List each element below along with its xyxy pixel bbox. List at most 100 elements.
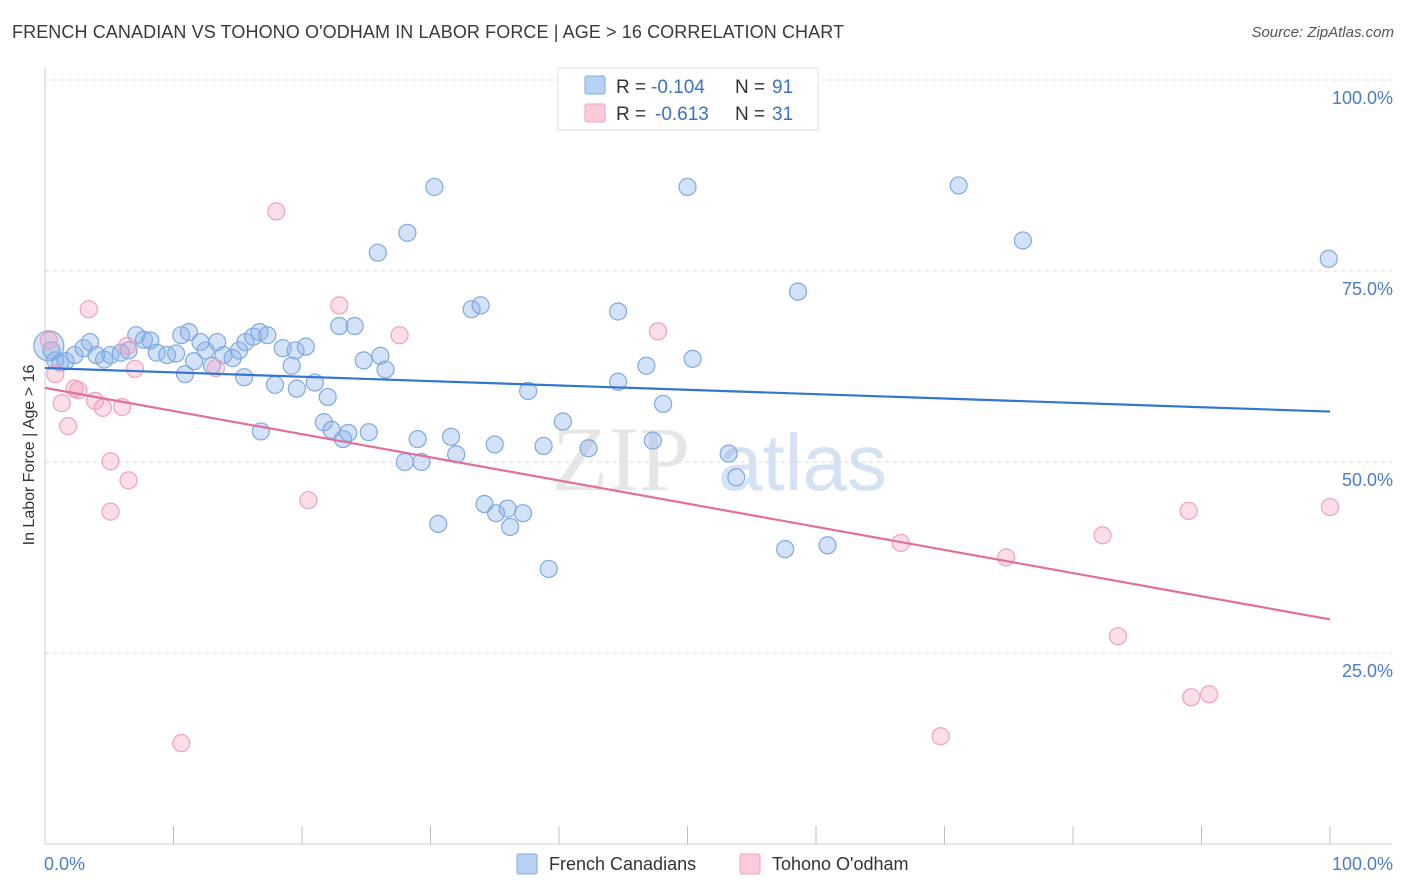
- legend-n-label-2: N =: [735, 104, 765, 125]
- french-canadians-point: [282, 356, 301, 375]
- tohono-oodham-point: [997, 548, 1016, 567]
- french-canadians-point: [719, 444, 738, 463]
- french-canadians-point: [166, 344, 186, 363]
- french-canadians-point: [949, 176, 968, 195]
- french-canadians-point: [134, 330, 154, 349]
- tohono-oodham-point: [1320, 497, 1340, 517]
- series-tohono-oodham: [39, 202, 1340, 753]
- french-canadians-point: [408, 429, 427, 449]
- x-tick-label: 0.0%: [44, 854, 85, 874]
- french-canadians-point: [286, 341, 305, 360]
- y-tick-label: 50.0%: [1342, 470, 1393, 490]
- tohono-oodham-point: [206, 358, 226, 378]
- french-canadians-point: [345, 316, 364, 336]
- tohono-oodham-point: [59, 416, 78, 436]
- y-tick-label: 75.0%: [1342, 279, 1393, 299]
- tohono-oodham-point: [1182, 688, 1201, 707]
- bottom-legend-blue-label: French Canadians: [549, 854, 696, 874]
- chart-title: FRENCH CANADIAN VS TOHONO O'ODHAM IN LAB…: [12, 22, 845, 42]
- bottom-legend-swatch-blue: [516, 853, 538, 875]
- legend-n-value-1: 91: [772, 77, 793, 98]
- trend-lines: [44, 366, 1331, 621]
- y-axis-label: In Labor Force | Age > 16: [21, 365, 38, 546]
- french-canadians-point: [653, 394, 673, 414]
- legend-r-value-2: -0.613: [655, 104, 709, 125]
- y-tick-label: 100.0%: [1332, 88, 1393, 108]
- french-canadians-point: [296, 337, 315, 356]
- french-canadians-point: [65, 345, 84, 365]
- french-canadians-point: [1013, 231, 1032, 250]
- series-french-canadians: [33, 176, 1338, 579]
- french-canadians-point: [683, 349, 702, 368]
- french-canadians-point: [637, 356, 656, 375]
- tohono-oodham-point: [52, 394, 71, 413]
- legend: R = -0.104 N = 91 R = -0.613 N = 31: [557, 67, 819, 131]
- tohono-oodham-point: [93, 398, 112, 417]
- french-canadians-point: [184, 352, 204, 371]
- french-canadians-point: [776, 539, 795, 559]
- bottom-legend-pink-label: Tohono O'odham: [772, 854, 909, 874]
- y-tick-label: 25.0%: [1342, 661, 1393, 681]
- tohono-oodham-point: [299, 491, 318, 510]
- french-canadians-point: [235, 368, 254, 387]
- french-canadians-point: [513, 504, 533, 523]
- french-canadians-point: [359, 423, 378, 442]
- legend-n-label-1: N =: [735, 77, 765, 98]
- french-canadians-point: [371, 346, 390, 365]
- french-canadians-point: [678, 177, 697, 197]
- bottom-legend: French Canadians Tohono O'odham: [516, 853, 909, 875]
- tohono-oodham-point: [1093, 526, 1112, 545]
- legend-r-value-1: -0.104: [651, 77, 705, 98]
- french-canadians-point: [501, 517, 520, 537]
- french-canadians-point: [395, 452, 414, 472]
- french-canadians-point: [553, 412, 572, 431]
- tohono-oodham-point: [1200, 685, 1219, 704]
- french-canadians-point: [1319, 249, 1338, 268]
- tohono-oodham-point: [1179, 501, 1198, 520]
- french-canadians-point: [339, 423, 358, 443]
- tohono-oodham-point: [1108, 627, 1128, 646]
- french-canadians-point: [498, 499, 517, 518]
- tohono-oodham-point: [648, 322, 668, 341]
- french-canadians-point: [486, 504, 506, 523]
- french-canadians-point: [223, 348, 242, 368]
- tohono-oodham-point: [330, 296, 349, 315]
- french-canadians-point: [727, 468, 746, 487]
- french-canadians-point: [539, 559, 558, 579]
- french-canadians-point: [485, 435, 504, 454]
- french-canadians-point: [318, 387, 337, 407]
- french-canadians-point: [534, 436, 553, 456]
- tohono-oodham-point: [125, 359, 145, 378]
- french-canadians-point: [376, 360, 395, 379]
- french-canadians-point: [258, 326, 277, 345]
- french-canadians-point: [441, 427, 461, 446]
- tohono-oodham-point: [79, 300, 98, 319]
- french-canadians-point: [462, 300, 481, 319]
- french-canadians-point: [314, 413, 333, 432]
- watermark-zip: ZIP: [552, 408, 690, 510]
- french-canadians-point: [643, 431, 662, 450]
- french-canadians-point: [425, 177, 444, 197]
- legend-r-label-2: R =: [616, 104, 646, 125]
- french-canadians-trend-line: [44, 366, 1331, 413]
- y-tick-labels: 100.0% 75.0% 50.0% 25.0%: [1332, 88, 1393, 681]
- tohono-oodham-point: [46, 365, 65, 384]
- french-canadians-point: [33, 330, 65, 362]
- french-canadians-point: [519, 381, 538, 401]
- french-canadians-point: [579, 439, 598, 458]
- axes: [44, 68, 1392, 845]
- tohono-oodham-point: [39, 331, 58, 350]
- french-canadians-point: [354, 351, 373, 370]
- tohono-oodham-point: [101, 452, 120, 471]
- french-canadians-point: [265, 375, 285, 394]
- french-canadians-point: [788, 282, 808, 301]
- tohono-oodham-point: [118, 336, 137, 355]
- tohono-oodham-point: [267, 202, 286, 221]
- french-canadians-point: [818, 536, 837, 555]
- x-tick-labels: 0.0% 100.0%: [44, 854, 1393, 874]
- french-canadians-point: [157, 345, 177, 365]
- french-canadians-point: [412, 452, 431, 472]
- french-canadians-point: [368, 243, 387, 262]
- tohono-oodham-point: [931, 727, 950, 746]
